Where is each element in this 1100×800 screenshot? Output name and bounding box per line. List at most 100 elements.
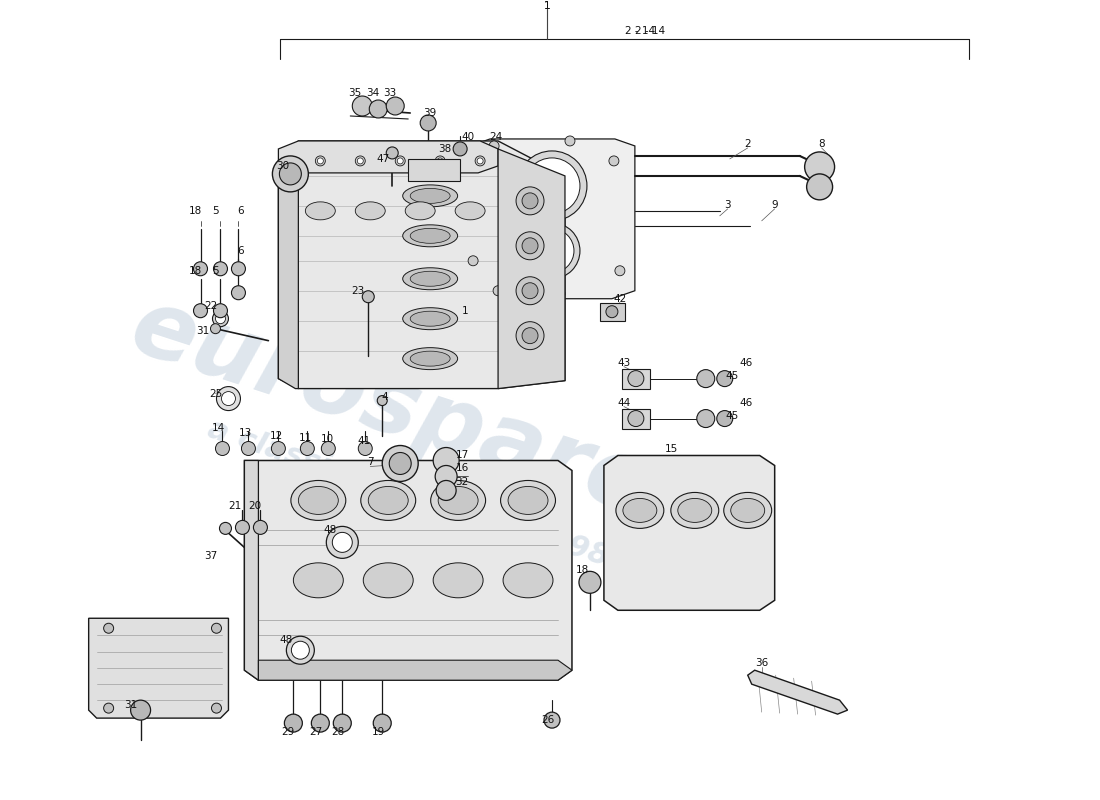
Text: 32: 32	[455, 478, 469, 487]
Text: 16: 16	[455, 463, 469, 474]
Circle shape	[362, 290, 374, 302]
Circle shape	[194, 304, 208, 318]
Ellipse shape	[403, 225, 458, 246]
Text: 41: 41	[358, 435, 371, 446]
Circle shape	[221, 391, 235, 406]
Circle shape	[544, 712, 560, 728]
Circle shape	[516, 277, 544, 305]
Circle shape	[212, 310, 229, 326]
Text: 34: 34	[366, 88, 379, 98]
Text: 33: 33	[384, 88, 397, 98]
Polygon shape	[278, 141, 565, 389]
Circle shape	[279, 163, 301, 185]
Circle shape	[273, 156, 308, 192]
Bar	[621, 369, 650, 389]
Circle shape	[386, 147, 398, 159]
Circle shape	[524, 158, 580, 214]
Text: 10: 10	[321, 434, 334, 443]
Circle shape	[103, 623, 113, 634]
Text: 46: 46	[739, 398, 752, 407]
Circle shape	[522, 238, 538, 254]
Circle shape	[217, 386, 241, 410]
Circle shape	[628, 410, 643, 426]
Circle shape	[516, 232, 544, 260]
Ellipse shape	[410, 311, 450, 326]
Text: 8: 8	[818, 139, 825, 149]
Ellipse shape	[678, 498, 712, 522]
Text: 20: 20	[248, 502, 261, 511]
Circle shape	[696, 410, 715, 427]
Ellipse shape	[290, 481, 345, 521]
Polygon shape	[258, 660, 572, 680]
Ellipse shape	[455, 202, 485, 220]
Circle shape	[453, 142, 468, 156]
Bar	[600, 302, 625, 321]
Polygon shape	[278, 141, 498, 173]
Circle shape	[475, 156, 485, 166]
Text: 42: 42	[614, 294, 627, 304]
Circle shape	[286, 636, 315, 664]
Text: 30: 30	[276, 161, 289, 171]
Circle shape	[210, 324, 220, 334]
Circle shape	[231, 262, 245, 276]
Circle shape	[469, 161, 478, 171]
Circle shape	[615, 266, 625, 276]
Text: 44: 44	[617, 398, 630, 407]
Circle shape	[606, 306, 618, 318]
Circle shape	[628, 370, 643, 386]
Text: 4: 4	[382, 391, 388, 402]
Text: 39: 39	[424, 108, 437, 118]
Ellipse shape	[431, 481, 485, 521]
Text: 28: 28	[332, 727, 345, 737]
Circle shape	[565, 136, 575, 146]
Polygon shape	[498, 149, 565, 389]
Circle shape	[317, 158, 323, 164]
Text: 2: 2	[745, 139, 751, 149]
Circle shape	[717, 410, 733, 426]
Circle shape	[433, 447, 459, 474]
Text: 9: 9	[771, 200, 778, 210]
Circle shape	[359, 442, 372, 455]
Text: 18: 18	[575, 566, 589, 575]
Text: 1: 1	[462, 306, 469, 316]
Circle shape	[352, 96, 372, 116]
Ellipse shape	[410, 271, 450, 286]
Text: 46: 46	[739, 358, 752, 368]
Text: 1: 1	[543, 1, 550, 11]
Circle shape	[241, 442, 255, 455]
Circle shape	[216, 442, 230, 455]
Circle shape	[389, 453, 411, 474]
Circle shape	[806, 174, 833, 200]
Text: 13: 13	[239, 427, 252, 438]
Circle shape	[231, 286, 245, 300]
Circle shape	[211, 703, 221, 713]
Circle shape	[530, 229, 574, 273]
Circle shape	[292, 642, 309, 659]
Ellipse shape	[433, 563, 483, 598]
Circle shape	[804, 152, 835, 182]
Circle shape	[522, 193, 538, 209]
Text: 36: 36	[755, 658, 768, 668]
Text: 5: 5	[212, 206, 219, 216]
Circle shape	[490, 141, 499, 151]
Ellipse shape	[730, 498, 764, 522]
Circle shape	[477, 158, 483, 164]
Text: 45: 45	[725, 370, 738, 381]
Text: 26: 26	[541, 715, 554, 725]
Polygon shape	[278, 166, 298, 389]
Text: 45: 45	[725, 410, 738, 421]
Circle shape	[131, 700, 151, 720]
Ellipse shape	[363, 563, 414, 598]
Text: 31: 31	[196, 326, 209, 336]
Ellipse shape	[403, 185, 458, 207]
Circle shape	[316, 156, 326, 166]
Ellipse shape	[355, 202, 385, 220]
Circle shape	[216, 314, 225, 324]
Ellipse shape	[508, 486, 548, 514]
Ellipse shape	[298, 486, 339, 514]
Text: a classic parts since 1985: a classic parts since 1985	[204, 414, 632, 578]
Ellipse shape	[410, 351, 450, 366]
Text: 25: 25	[209, 389, 222, 398]
Text: 18: 18	[189, 266, 202, 276]
Circle shape	[609, 156, 619, 166]
